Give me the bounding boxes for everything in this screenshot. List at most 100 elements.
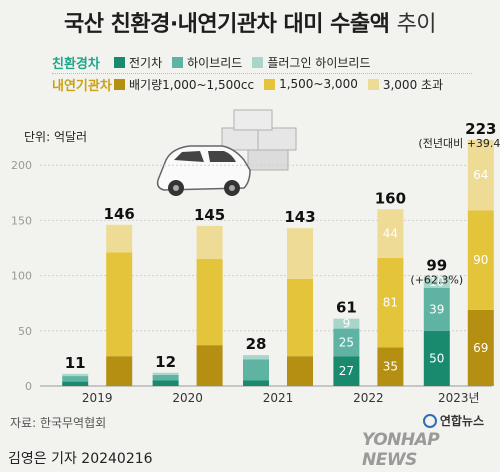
- total-label: 143: [284, 208, 315, 226]
- total-label: 223: [465, 120, 496, 138]
- legend-label: 배기량1,000~1,500cc: [129, 77, 255, 92]
- segment-label: 69: [473, 341, 488, 355]
- legend-item-hybrid: 하이브리드: [172, 54, 242, 71]
- source-note: 자료: 한국무역협회: [10, 416, 107, 430]
- logo: 연합뉴스 YONHAP NEWS: [362, 412, 492, 470]
- car-illustration: [156, 109, 297, 196]
- chart-title-main: 국산 친환경·내연기관차 대미 수출액: [63, 12, 390, 37]
- legend-row-eco: 친환경차 전기차 하이브리드 플러그인 하이브리드: [52, 52, 472, 72]
- legend-label: 3,000 초과: [382, 77, 444, 92]
- bar-segment: [62, 373, 89, 377]
- chart-title-suffix: 추이: [396, 12, 437, 37]
- bar-segment: [196, 345, 223, 386]
- x-tick-label: 2022: [353, 391, 384, 405]
- bar-segment: [243, 380, 269, 386]
- bar-segment: [287, 356, 313, 386]
- bar-segment: [106, 224, 133, 253]
- logo-mark-icon: [422, 413, 437, 428]
- logo-small: 연합뉴스: [422, 412, 484, 429]
- bar-segment: [377, 209, 404, 258]
- legend-swatch: [114, 56, 125, 68]
- bar-segment: [62, 381, 89, 386]
- legend-label: 플러그인 하이브리드: [267, 55, 371, 70]
- y-tick-label: 100: [11, 270, 32, 283]
- x-tick-label: 2021: [263, 391, 294, 405]
- legend-swatch: [252, 56, 264, 68]
- bar-segment: [152, 374, 179, 381]
- total-label: 28: [246, 335, 267, 353]
- segment-label: 90: [473, 253, 488, 267]
- bar-segment: [106, 252, 133, 357]
- bar-segment: [152, 372, 179, 375]
- y-tick-label: 150: [11, 214, 32, 227]
- legend-label: 전기차: [129, 55, 163, 70]
- bar-segment: [467, 309, 494, 386]
- x-axis: 2019 2020 2021 2022 2023년: [82, 391, 480, 405]
- total-label: 146: [104, 205, 135, 223]
- bar-segment: [333, 318, 360, 329]
- legend-item-mid: 1,500~3,000: [264, 77, 358, 91]
- author-byline: 김영은 기자 20240216: [8, 451, 153, 467]
- bar-segment: [196, 225, 223, 260]
- segment-label: 27: [339, 364, 354, 378]
- bar-segment: [423, 330, 450, 386]
- logo-small-text: 연합뉴스: [439, 414, 484, 428]
- legend-item-ev: 전기차: [114, 54, 162, 71]
- total-label: 160: [375, 189, 406, 207]
- bar-segment: [243, 359, 269, 381]
- legend-swatch: [367, 78, 379, 90]
- annotation-label: (+62.3%): [410, 274, 463, 287]
- x-tick-label: 2019: [82, 391, 113, 405]
- legend-group-ice: 내연기관차: [52, 78, 112, 94]
- bar-segment: [467, 210, 494, 310]
- legend-label: 하이브리드: [187, 55, 243, 70]
- total-label: 12: [155, 353, 176, 371]
- segment-label: 25: [339, 335, 354, 349]
- annotation-label: (전년대비 +39.4%): [418, 137, 500, 150]
- bar-segment: [333, 356, 360, 386]
- y-tick-label: 0: [25, 380, 32, 393]
- y-tick-label: 200: [11, 159, 32, 172]
- bar-segment: [333, 328, 360, 357]
- segment-label: 64: [473, 168, 488, 182]
- logo-big-text: YONHAP NEWS: [362, 430, 440, 470]
- segment-label: 10: [429, 275, 444, 289]
- segment-label: 9: [343, 317, 351, 331]
- segment-label: 50: [429, 351, 444, 365]
- bar-segment: [423, 287, 450, 331]
- legend-swatch: [172, 56, 184, 68]
- bar-segment: [106, 356, 133, 386]
- x-tick-label: 2023년: [438, 391, 480, 405]
- segment-label: 35: [383, 360, 398, 374]
- bar-segment: [423, 276, 450, 288]
- y-tick-label: 50: [18, 325, 32, 338]
- x-tick-label: 2020: [172, 391, 203, 405]
- legend-swatch: [114, 78, 125, 90]
- legend: 친환경차 전기차 하이브리드 플러그인 하이브리드 내연기관차 배기량1,000…: [52, 52, 472, 96]
- bar-segment: [287, 228, 313, 279]
- total-label: 11: [65, 354, 86, 372]
- bar-segment: [62, 376, 89, 382]
- segment-label: 44: [383, 227, 398, 241]
- total-label: 99: [426, 257, 447, 275]
- legend-swatch: [264, 78, 276, 90]
- bar-segment: [152, 380, 179, 386]
- bars: [62, 139, 494, 386]
- bar-segment: [243, 355, 269, 360]
- legend-item-large: 3,000 초과: [367, 76, 444, 93]
- bar-labels: 111461214528143272596135814416050391099(…: [65, 120, 500, 378]
- segment-label: 39: [429, 302, 444, 316]
- total-label: 61: [336, 299, 357, 317]
- legend-item-small: 배기량1,000~1,500cc: [114, 76, 254, 93]
- legend-item-phev: 플러그인 하이브리드: [252, 54, 371, 71]
- y-axis: 0 50 100 150 200: [11, 159, 32, 393]
- bar-segment: [196, 259, 223, 346]
- segment-label: 81: [383, 296, 398, 310]
- car-icon: [156, 145, 251, 196]
- chart-title: 국산 친환경·내연기관차 대미 수출액 추이: [0, 6, 500, 38]
- legend-row-ice: 내연기관차 배기량1,000~1,500cc 1,500~3,000 3,000…: [52, 74, 472, 94]
- legend-label: 1,500~3,000: [279, 77, 358, 91]
- bar-segment: [467, 139, 494, 211]
- bar-segment: [377, 257, 404, 348]
